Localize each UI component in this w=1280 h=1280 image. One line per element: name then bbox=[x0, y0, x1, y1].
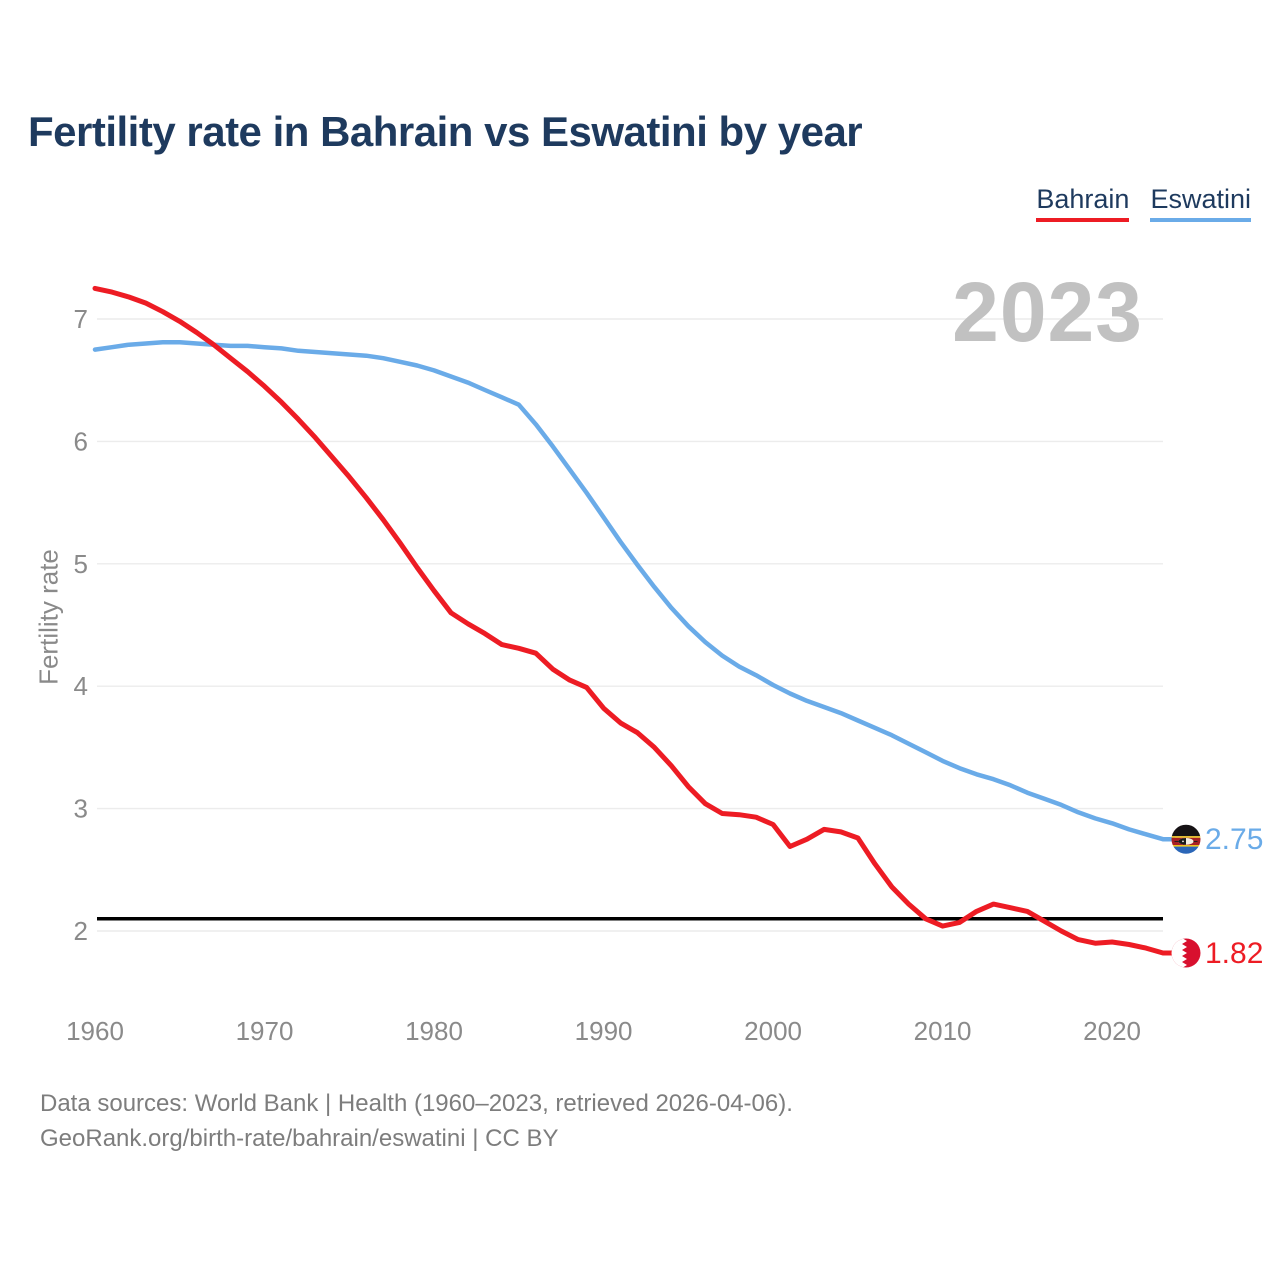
eswatini-flag-icon bbox=[1171, 824, 1201, 854]
x-tick-label: 1980 bbox=[405, 1016, 463, 1046]
y-tick-label: 3 bbox=[74, 794, 88, 824]
eswatini-line bbox=[92, 340, 1176, 842]
y-tick-label: 7 bbox=[74, 304, 88, 334]
x-tick-label: 2020 bbox=[1083, 1016, 1141, 1046]
y-tick-label: 4 bbox=[74, 671, 88, 701]
y-axis-tick-labels: 7 6 5 4 3 2 bbox=[74, 304, 88, 946]
x-tick-label: 1960 bbox=[66, 1016, 124, 1046]
y-tick-label: 2 bbox=[74, 916, 88, 946]
y-tick-label: 5 bbox=[74, 549, 88, 579]
watermark-year: 2023 bbox=[952, 265, 1143, 359]
bahrain-flag-icon bbox=[1171, 938, 1201, 968]
legend-item-eswatini[interactable]: Eswatini bbox=[1150, 184, 1251, 222]
gridlines bbox=[97, 318, 1163, 932]
y-axis-title: Fertility rate bbox=[33, 549, 64, 685]
x-tick-label: 2000 bbox=[744, 1016, 802, 1046]
x-tick-label: 2010 bbox=[914, 1016, 972, 1046]
legend: Bahrain Eswatini bbox=[1036, 184, 1251, 222]
x-axis-tick-labels: 1960 1970 1980 1990 2000 2010 2020 bbox=[66, 1016, 1141, 1046]
legend-item-bahrain[interactable]: Bahrain bbox=[1036, 184, 1130, 222]
footer: Data sources: World Bank | Health (1960–… bbox=[40, 1086, 793, 1156]
x-tick-label: 1990 bbox=[575, 1016, 633, 1046]
bahrain-end-value: 1.82 bbox=[1205, 937, 1263, 970]
eswatini-end-value: 2.75 bbox=[1205, 823, 1263, 856]
bahrain-line bbox=[92, 285, 1176, 956]
footer-sources-line: Data sources: World Bank | Health (1960–… bbox=[40, 1090, 793, 1117]
y-tick-label: 6 bbox=[74, 426, 88, 456]
x-tick-label: 1970 bbox=[236, 1016, 294, 1046]
footer-attribution-line: GeoRank.org/birth-rate/bahrain/eswatini … bbox=[40, 1125, 559, 1152]
page-title: Fertility rate in Bahrain vs Eswatini by… bbox=[28, 108, 863, 155]
